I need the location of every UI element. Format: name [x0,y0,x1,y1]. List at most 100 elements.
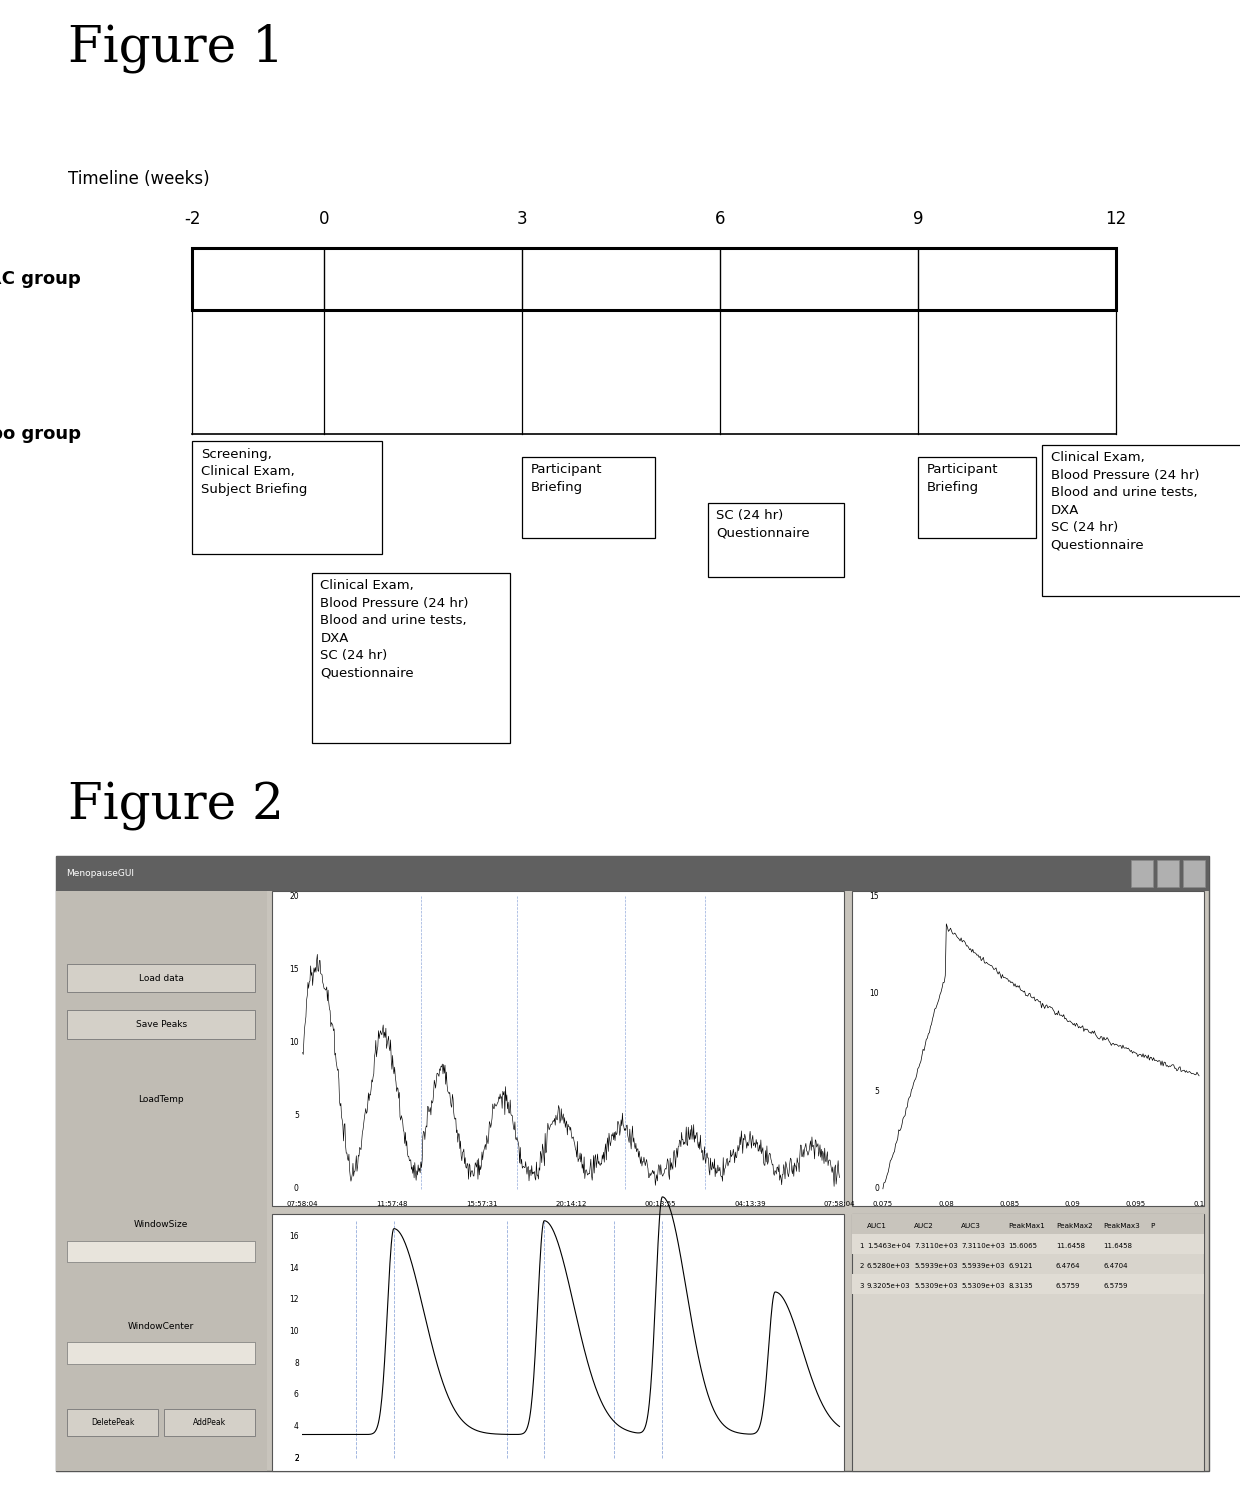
Text: Clinical Exam,
Blood Pressure (24 hr)
Blood and urine tests,
DXA
SC (24 hr)
Ques: Clinical Exam, Blood Pressure (24 hr) Bl… [320,579,469,679]
Text: 15:57:31: 15:57:31 [466,1200,497,1206]
Bar [67,1240,255,1263]
Text: 10: 10 [289,1327,299,1336]
Bar [1131,861,1153,887]
Text: Clinical Exam,
Blood Pressure (24 hr)
Blood and urine tests,
DXA
SC (24 hr)
Ques: Clinical Exam, Blood Pressure (24 hr) Bl… [1050,451,1199,552]
Text: 15: 15 [289,965,299,974]
Text: Participant
Briefing: Participant Briefing [926,463,998,493]
Text: 16: 16 [289,1231,299,1240]
Bar [311,573,510,743]
Text: P: P [1151,1224,1154,1230]
Bar [852,1234,1204,1254]
Text: Participant
Briefing: Participant Briefing [531,463,603,493]
Bar [67,1342,255,1364]
Text: Figure 1: Figure 1 [68,24,284,73]
Text: Timeline (weeks): Timeline (weeks) [68,170,210,188]
Text: Screening,
Clinical Exam,
Subject Briefing: Screening, Clinical Exam, Subject Briefi… [201,448,308,496]
Text: 0: 0 [874,1184,879,1193]
Text: 5.5309e+03: 5.5309e+03 [961,1284,1004,1289]
Text: PeakMax1: PeakMax1 [1008,1224,1045,1230]
Text: 6.4704: 6.4704 [1104,1264,1127,1270]
Text: 20: 20 [289,892,299,901]
Bar [852,1275,1204,1294]
Text: 6: 6 [714,210,725,228]
Text: SC (24 hr)
Questionnaire: SC (24 hr) Questionnaire [717,509,810,541]
Bar [192,441,382,554]
Bar [1157,861,1179,887]
Text: 3: 3 [517,210,527,228]
Text: 4: 4 [294,1422,299,1431]
Text: 5.5939e+03: 5.5939e+03 [914,1264,957,1270]
Text: DeletePeak: DeletePeak [91,1418,134,1428]
Text: 00:13:55: 00:13:55 [645,1200,676,1206]
Text: 7.3110e+03: 7.3110e+03 [961,1243,1006,1249]
Bar [852,1214,1204,1234]
Text: 5: 5 [294,1111,299,1120]
Text: 6.9121: 6.9121 [1008,1264,1033,1270]
Text: 6.5280e+03: 6.5280e+03 [867,1264,910,1270]
Bar [522,457,655,538]
Text: 11.6458: 11.6458 [1056,1243,1085,1249]
Bar [272,890,844,1206]
Text: 8: 8 [294,1359,299,1368]
Text: AddPeak: AddPeak [193,1418,227,1428]
Bar [1183,861,1205,887]
Text: Load data: Load data [139,974,184,983]
Text: 0.08: 0.08 [939,1200,954,1206]
Text: 0.075: 0.075 [873,1200,893,1206]
Text: 9: 9 [913,210,924,228]
Bar [192,247,1116,310]
Text: Save Peaks: Save Peaks [135,1020,187,1029]
Text: 2: 2 [294,1453,299,1462]
Text: 8.3135: 8.3135 [1008,1284,1033,1289]
Text: 7.3110e+03: 7.3110e+03 [914,1243,959,1249]
Text: RC group: RC group [0,270,81,287]
Bar [67,1409,159,1437]
Text: 6.4764: 6.4764 [1056,1264,1080,1270]
Bar [56,856,1209,1471]
Text: 6.5759: 6.5759 [1056,1284,1080,1289]
Text: 3: 3 [859,1284,864,1289]
Text: 9.3205e+03: 9.3205e+03 [867,1284,910,1289]
Text: WindowCenter: WindowCenter [128,1322,195,1331]
Text: 10: 10 [869,989,879,998]
Text: WindowSize: WindowSize [134,1219,188,1228]
Bar [56,856,1209,890]
Text: 0.085: 0.085 [999,1200,1019,1206]
Text: 0: 0 [319,210,330,228]
Text: 6.5759: 6.5759 [1104,1284,1127,1289]
Text: 0: 0 [294,1184,299,1193]
Text: 15: 15 [869,892,879,901]
Text: 1.5463e+04: 1.5463e+04 [867,1243,910,1249]
Text: 20:14:12: 20:14:12 [556,1200,587,1206]
Text: 5.5309e+03: 5.5309e+03 [914,1284,957,1289]
Bar [852,1214,1204,1471]
Text: 11:57:48: 11:57:48 [376,1200,408,1206]
Text: 10: 10 [289,1038,299,1047]
Text: 1: 1 [859,1243,864,1249]
Bar [852,890,1204,1206]
Text: 0.095: 0.095 [1126,1200,1146,1206]
Text: 0.1: 0.1 [1193,1200,1205,1206]
Bar [67,963,255,992]
Text: 6: 6 [294,1391,299,1400]
Text: 12: 12 [289,1295,299,1304]
Text: 0.09: 0.09 [1065,1200,1080,1206]
Text: 12: 12 [1105,210,1127,228]
Bar [56,890,267,1471]
Text: 5: 5 [874,1087,879,1096]
Text: PeakMax2: PeakMax2 [1056,1224,1092,1230]
Text: 07:58:04: 07:58:04 [823,1200,856,1206]
Text: AUC3: AUC3 [961,1224,981,1230]
Text: 07:58:04: 07:58:04 [286,1200,319,1206]
Text: AUC1: AUC1 [867,1224,887,1230]
Text: 15.6065: 15.6065 [1008,1243,1038,1249]
Text: 2: 2 [859,1264,864,1270]
Text: -2: -2 [184,210,201,228]
Bar [67,1010,255,1039]
Text: LoadTemp: LoadTemp [139,1096,184,1105]
Bar [918,457,1035,538]
Text: PeakMax3: PeakMax3 [1104,1224,1140,1230]
Text: 14: 14 [289,1264,299,1273]
Bar [708,503,844,576]
Bar [272,1214,844,1471]
